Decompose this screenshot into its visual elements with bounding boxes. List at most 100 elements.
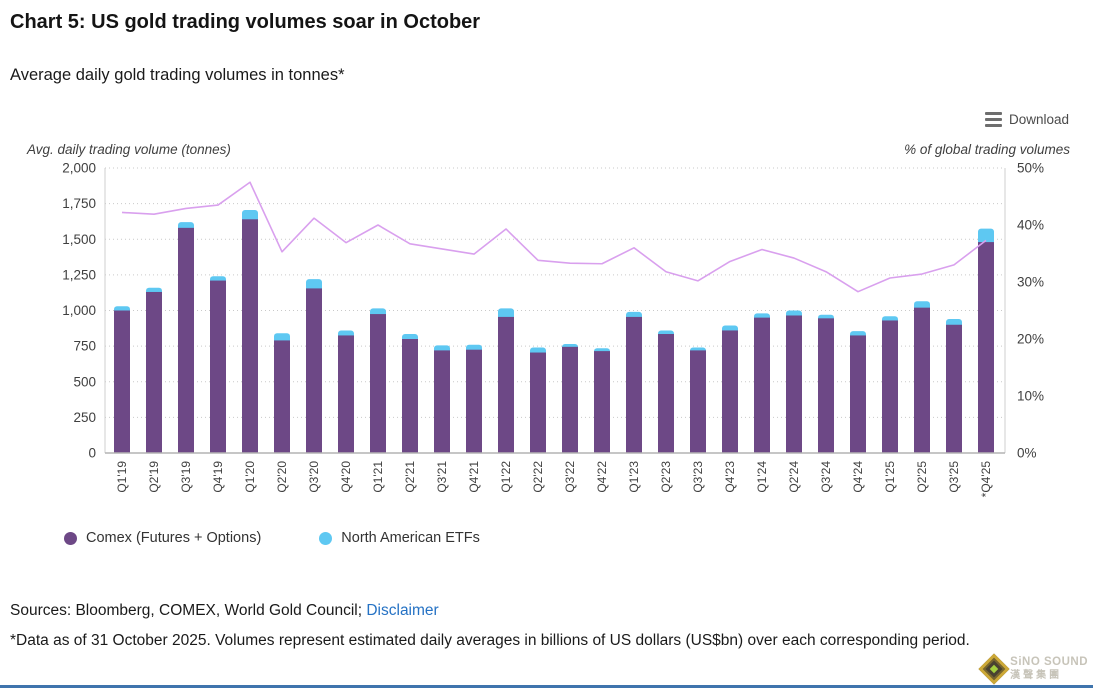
bar-comex-Q1'23 [626, 316, 642, 453]
left-axis-tick: 250 [73, 410, 96, 425]
bar-comex-Q2'23 [658, 334, 674, 453]
bar-comex-Q3'19 [178, 227, 194, 453]
bar-etf-*Q4'25 [978, 228, 994, 247]
bar-etf-Q2'20 [274, 333, 290, 345]
right-axis-tick: 10% [1017, 389, 1044, 404]
bar-comex-Q1'19 [114, 310, 130, 453]
right-axis-title: % of global trading volumes [904, 142, 1070, 157]
page-title: Chart 5: US gold trading volumes soar in… [10, 11, 481, 33]
bar-etf-Q2'25 [914, 301, 930, 312]
bar-etf-Q4'20 [338, 330, 354, 340]
bar-etf-Q1'21 [370, 308, 386, 319]
etf-legend-label: North American ETFs [341, 530, 480, 546]
watermark: SiNO SOUND 漢聲集團 [978, 653, 1088, 685]
bar-comex-Q2'24 [786, 315, 802, 453]
bar-etf-Q3'22 [562, 343, 578, 351]
download-menu-icon [984, 112, 1002, 127]
x-axis-label-Q3'19: Q3'19 [179, 461, 193, 493]
bar-etf-Q3'20 [306, 279, 322, 293]
bar-comex-Q3'20 [306, 288, 322, 453]
bar-comex-*Q4'25 [978, 242, 994, 453]
x-axis-label-Q1'21: Q1'21 [371, 461, 385, 493]
bar-etf-Q2'23 [658, 330, 674, 339]
bar-comex-Q3'23 [690, 350, 706, 453]
x-axis-label-Q3'24: Q3'24 [819, 461, 833, 493]
download-button[interactable]: Download [984, 112, 1069, 127]
watermark-name: SiNO SOUND [1010, 656, 1088, 669]
x-axis-label-Q1'24: Q1'24 [755, 461, 769, 493]
x-axis-label-Q2'19: Q2'19 [147, 461, 161, 493]
bar-comex-Q4'23 [722, 330, 738, 453]
x-axis-label-Q1'25: Q1'25 [883, 461, 897, 493]
bar-comex-Q3'22 [562, 346, 578, 453]
bar-comex-Q4'21 [466, 349, 482, 453]
bar-etf-Q1'23 [626, 311, 642, 321]
left-axis-tick: 0 [88, 446, 96, 461]
x-axis-label-Q3'21: Q3'21 [435, 461, 449, 493]
bar-comex-Q2'21 [402, 339, 418, 453]
bar-etf-Q2'24 [786, 310, 802, 320]
x-axis-label-Q4'23: Q4'23 [723, 461, 737, 493]
sino-sound-logo-icon [978, 653, 1010, 685]
x-axis-label-Q2'23: Q2'23 [659, 461, 673, 493]
x-axis-label-Q4'20: Q4'20 [339, 461, 353, 493]
x-axis-label-Q3'22: Q3'22 [563, 461, 577, 493]
left-axis-tick: 1,750 [62, 196, 96, 211]
x-axis-label-Q1'20: Q1'20 [243, 461, 257, 493]
bar-etf-Q4'23 [722, 325, 738, 335]
bar-comex-Q1'20 [242, 219, 258, 453]
left-axis-tick: 1,500 [62, 232, 96, 247]
x-axis-label-Q1'19: Q1'19 [115, 461, 129, 493]
bar-etf-Q1'22 [498, 308, 514, 321]
line-global-share [121, 181, 987, 293]
bar-comex-Q2'25 [914, 307, 930, 453]
x-axis-label-Q3'23: Q3'23 [691, 461, 705, 493]
bar-etf-Q1'24 [754, 313, 770, 322]
x-axis-label-Q3'25: Q3'25 [947, 461, 961, 493]
footnote: *Data as of 31 October 2025. Volumes rep… [10, 632, 970, 649]
left-axis-tick: 750 [73, 339, 96, 354]
x-axis-label-Q4'19: Q4'19 [211, 461, 225, 493]
right-axis-tick: 20% [1017, 332, 1044, 347]
left-axis-title: Avg. daily trading volume (tonnes) [27, 142, 231, 157]
etf-legend-dot-icon [319, 531, 333, 545]
right-axis-tick: 0% [1017, 446, 1037, 461]
bar-etf-Q1'25 [882, 316, 898, 325]
left-axis-tick: 1,250 [62, 267, 96, 282]
left-axis-tick: 1,000 [62, 303, 96, 318]
bar-etf-Q4'19 [210, 276, 226, 285]
bar-comex-Q1'25 [882, 320, 898, 453]
bar-etf-Q2'22 [530, 347, 546, 357]
x-axis-label-Q4'22: Q4'22 [595, 461, 609, 493]
bar-comex-Q3'21 [434, 350, 450, 453]
x-axis-label-Q2'22: Q2'22 [531, 461, 545, 493]
watermark-chinese: 漢聲集團 [1010, 669, 1063, 681]
x-axis-label-Q1'22: Q1'22 [499, 461, 513, 493]
x-axis-label-Q2'21: Q2'21 [403, 461, 417, 493]
page-bottom-accent-bar [0, 685, 1093, 688]
bar-comex-Q1'21 [370, 314, 386, 453]
comex-legend-dot-icon [64, 531, 77, 545]
bar-etf-Q3'23 [690, 347, 706, 355]
x-axis-label-Q2'20: Q2'20 [275, 461, 289, 493]
bar-comex-Q1'22 [498, 316, 514, 453]
x-axis-label-Q3'20: Q3'20 [307, 461, 321, 493]
bar-comex-Q2'22 [530, 352, 546, 453]
sources-line: Sources: Bloomberg, COMEX, World Gold Co… [10, 602, 439, 620]
bar-comex-Q4'22 [594, 351, 610, 453]
x-axis-label-Q1'23: Q1'23 [627, 461, 641, 493]
bar-comex-Q3'24 [818, 318, 834, 453]
disclaimer-link[interactable]: Disclaimer [366, 602, 439, 619]
bar-comex-Q1'24 [754, 317, 770, 453]
chart-legend: Comex (Futures + Options) North American… [64, 530, 480, 546]
bar-etf-Q4'24 [850, 331, 866, 340]
bar-etf-Q2'21 [402, 334, 418, 343]
sources-text: Sources: Bloomberg, COMEX, World Gold Co… [10, 602, 367, 619]
x-axis-label-Q2'24: Q2'24 [787, 461, 801, 493]
right-axis-tick: 30% [1017, 275, 1044, 290]
bar-etf-Q4'22 [594, 348, 610, 356]
bar-etf-Q1'19 [114, 306, 130, 315]
right-axis-tick: 40% [1017, 218, 1044, 233]
